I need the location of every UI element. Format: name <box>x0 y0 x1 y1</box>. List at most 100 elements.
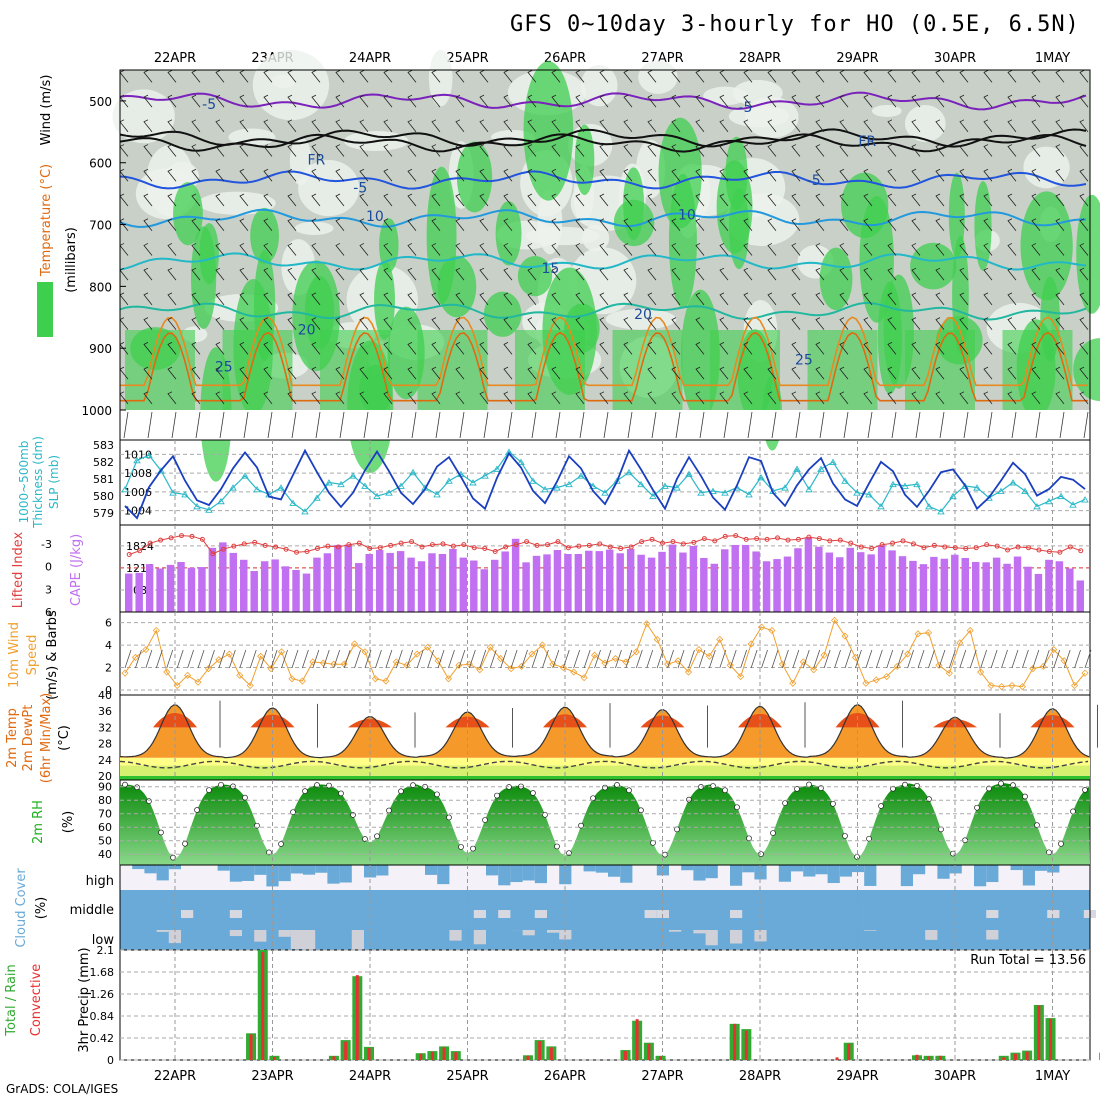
surface-wind-barb <box>458 649 466 669</box>
wind-barb <box>239 391 249 405</box>
slp-panel-frame <box>119 439 1091 526</box>
surface-wind-barb <box>1001 649 1008 669</box>
rh-high-region <box>658 117 702 229</box>
wind-barb <box>215 168 225 182</box>
rh-high-region <box>250 207 280 264</box>
cape-bar <box>836 557 844 612</box>
wind-barb <box>143 144 153 157</box>
wind-barb <box>1007 342 1017 355</box>
wind-barb <box>623 94 633 108</box>
wind-barb <box>287 193 297 207</box>
wind-barb <box>311 267 321 281</box>
surface-wind-barb <box>719 649 727 669</box>
temp-peak-core <box>153 713 197 728</box>
slp-tick: 1004 <box>124 505 152 518</box>
wind-speed-point <box>1018 683 1026 691</box>
wind-barb <box>359 243 369 256</box>
date-label-bottom: 29APR <box>836 1069 878 1084</box>
cloud-low-clear <box>559 930 572 940</box>
surface-barb <box>1011 411 1017 439</box>
surface-barb <box>723 411 729 439</box>
wind-barb <box>599 144 609 157</box>
wind-barb <box>983 292 993 306</box>
surface-wind-barb <box>218 649 226 669</box>
wind-barb <box>191 94 201 108</box>
thickness-point <box>301 508 309 515</box>
lifted-index-point <box>450 543 456 549</box>
wind-speed-point <box>121 669 129 677</box>
wind-barb <box>911 317 921 330</box>
surface-wind-barb <box>562 649 570 669</box>
surface-wind-barb <box>489 649 497 669</box>
surface-barb <box>459 411 465 439</box>
wind-barb <box>431 168 441 182</box>
thickness-point <box>133 456 141 464</box>
wind-barb <box>215 144 225 157</box>
cape-bar <box>166 564 175 612</box>
wind-speed-point <box>653 635 661 644</box>
wind-barb <box>575 366 585 380</box>
wind-barb <box>239 193 249 207</box>
wind-speed-point <box>163 668 171 676</box>
cape-bar <box>752 551 760 612</box>
rh2m-point <box>602 784 608 791</box>
wind-barb <box>143 168 153 182</box>
wind-barb <box>671 168 681 182</box>
wind-barb <box>479 193 489 207</box>
wind-barb <box>959 317 969 330</box>
cloud-high-bar <box>229 865 242 882</box>
cloud-high-bar <box>656 865 669 876</box>
wind-barb <box>575 317 585 330</box>
slp-tick: 1010 <box>124 448 152 461</box>
precip-convective-bar <box>538 1041 542 1060</box>
thickness-point <box>997 487 1005 494</box>
wind-barb <box>887 342 897 355</box>
wind-barb <box>143 292 153 306</box>
cape-bar <box>846 547 854 612</box>
surface-wind-barb <box>500 649 508 669</box>
wind-barb <box>791 391 801 405</box>
cape-bar <box>898 556 907 612</box>
wind-barb <box>887 267 897 281</box>
slp-tick: 1008 <box>124 467 152 480</box>
wind-barb <box>839 391 849 405</box>
wind-barb <box>143 391 153 405</box>
wind-barb <box>311 144 321 157</box>
wind-barb <box>911 342 921 355</box>
wind-speed-point <box>486 643 494 651</box>
surface-wind-barb <box>468 649 476 669</box>
rh-high-region <box>387 306 425 400</box>
surface-wind-barb <box>948 649 956 669</box>
lifted-index-point <box>618 545 624 551</box>
wind-barb <box>431 144 441 157</box>
wind-speed-point <box>528 650 536 658</box>
cape-bar <box>762 561 771 612</box>
cloud-high-bar <box>803 865 816 877</box>
wind-speed-point <box>757 623 766 631</box>
lifted-index-point <box>607 544 613 550</box>
cape-bar <box>585 550 593 612</box>
lifted-index-point <box>1067 544 1073 550</box>
cloud-mid-clear <box>730 910 743 918</box>
wind-speed-point <box>820 651 828 659</box>
cloud-high-bar <box>217 865 230 871</box>
wind-barb <box>287 267 297 281</box>
thickness-point <box>529 477 537 484</box>
surface-wind-barb <box>583 649 591 669</box>
rh-high-region <box>456 141 493 213</box>
wind-barb <box>359 366 369 380</box>
cloud-mid-clear <box>986 910 999 918</box>
lifted-index-point <box>241 541 247 547</box>
wind-barb <box>863 391 873 405</box>
wind-barb <box>719 119 729 133</box>
wind-speed-point <box>236 671 244 679</box>
lifted-index-point <box>1005 547 1011 553</box>
cloud-high-bar <box>242 865 255 881</box>
wind-barb <box>359 267 369 281</box>
lifted-index-point <box>482 545 488 551</box>
wind-barb <box>767 391 777 405</box>
rh-tick: 60 <box>98 821 112 834</box>
wind-barb <box>1079 391 1089 405</box>
lifted-index-point <box>586 542 592 548</box>
cape-bar <box>208 547 217 612</box>
